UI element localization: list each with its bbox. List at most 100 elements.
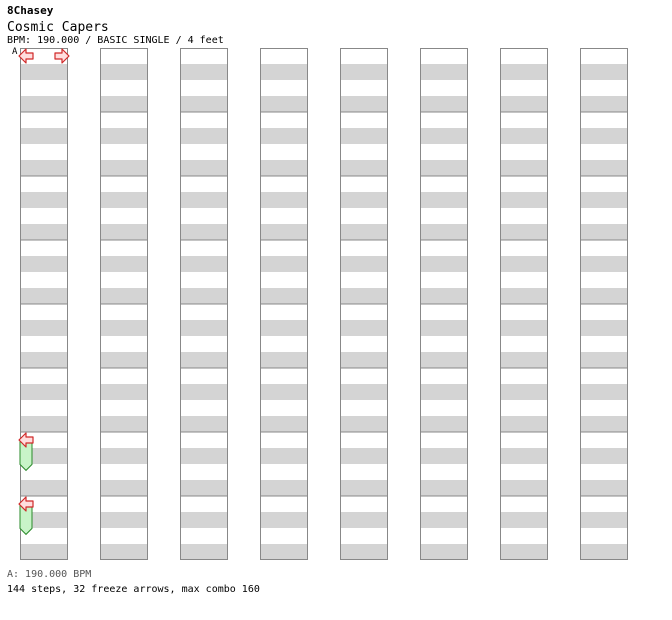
beat-stripe <box>500 160 548 176</box>
beat-stripe <box>580 448 628 464</box>
beat-stripe <box>340 64 388 80</box>
chart-column <box>260 48 308 560</box>
beat-stripe <box>260 64 308 80</box>
beat-stripe <box>260 512 308 528</box>
beat-stripe <box>500 352 548 368</box>
beat-stripe <box>340 192 388 208</box>
beat-stripe <box>260 128 308 144</box>
beat-stripe <box>420 160 468 176</box>
beat-stripe <box>340 544 388 560</box>
beat-stripe <box>580 192 628 208</box>
beat-stripe <box>500 480 548 496</box>
chart-column <box>340 48 388 560</box>
beat-stripe <box>500 416 548 432</box>
beat-stripe <box>20 320 68 336</box>
beat-stripe <box>100 288 148 304</box>
beat-stripe <box>180 352 228 368</box>
beat-stripe <box>580 160 628 176</box>
beat-stripe <box>500 320 548 336</box>
beat-stripe <box>100 320 148 336</box>
step-arrow-left <box>18 432 34 448</box>
beat-stripe <box>420 448 468 464</box>
beat-stripe <box>580 64 628 80</box>
beat-stripe <box>500 448 548 464</box>
beat-stripe <box>100 416 148 432</box>
beat-stripe <box>20 480 68 496</box>
beat-stripe <box>420 352 468 368</box>
beat-stripe <box>180 128 228 144</box>
beat-stripe <box>100 384 148 400</box>
chart-column <box>20 48 68 560</box>
beat-stripe <box>100 512 148 528</box>
beat-stripe <box>580 512 628 528</box>
beat-stripe <box>100 256 148 272</box>
beat-stripe <box>100 352 148 368</box>
beat-stripe <box>580 224 628 240</box>
step-arrow-left <box>18 48 34 64</box>
beat-stripe <box>340 96 388 112</box>
beat-stripe <box>180 480 228 496</box>
beat-stripe <box>260 480 308 496</box>
beat-stripe <box>20 352 68 368</box>
beat-stripe <box>420 64 468 80</box>
step-arrow-left <box>18 496 34 512</box>
beat-stripe <box>340 288 388 304</box>
beat-stripe <box>500 64 548 80</box>
beat-stripe <box>340 384 388 400</box>
beat-stripe <box>500 512 548 528</box>
beat-stripe <box>500 224 548 240</box>
chart-column <box>180 48 228 560</box>
beat-stripe <box>580 96 628 112</box>
beat-stripe <box>420 288 468 304</box>
beat-stripe <box>340 416 388 432</box>
chart-column <box>420 48 468 560</box>
beat-stripe <box>500 192 548 208</box>
beat-stripe <box>580 352 628 368</box>
beat-stripe <box>180 544 228 560</box>
beat-stripe <box>260 192 308 208</box>
chart-summary: 144 steps, 32 freeze arrows, max combo 1… <box>7 584 260 595</box>
beat-stripe <box>100 480 148 496</box>
bpm-legend: A: 190.000 BPM <box>7 569 92 580</box>
beat-stripe <box>20 96 68 112</box>
beat-stripe <box>260 384 308 400</box>
beat-stripe <box>180 320 228 336</box>
beat-stripe <box>340 352 388 368</box>
beat-stripe <box>500 128 548 144</box>
beat-stripe <box>580 128 628 144</box>
beat-stripe <box>180 192 228 208</box>
beat-stripe <box>500 544 548 560</box>
beat-stripe <box>180 96 228 112</box>
beat-stripe <box>180 384 228 400</box>
beat-stripe <box>500 96 548 112</box>
beat-stripe <box>500 256 548 272</box>
beat-stripe <box>500 288 548 304</box>
beat-stripe <box>420 320 468 336</box>
beat-stripe <box>340 448 388 464</box>
beat-stripe <box>580 480 628 496</box>
beat-stripe <box>100 192 148 208</box>
step-arrow-right <box>54 48 70 64</box>
beat-stripe <box>340 160 388 176</box>
beat-stripe <box>20 192 68 208</box>
beat-stripe <box>420 480 468 496</box>
chart-column <box>500 48 548 560</box>
beat-stripe <box>180 512 228 528</box>
beat-stripe <box>20 64 68 80</box>
beat-stripe <box>100 224 148 240</box>
beat-stripe <box>180 256 228 272</box>
beat-stripe <box>100 160 148 176</box>
beat-stripe <box>340 320 388 336</box>
beat-stripe <box>100 128 148 144</box>
beat-stripe <box>260 544 308 560</box>
beat-stripe <box>580 256 628 272</box>
beat-stripe <box>180 288 228 304</box>
beat-stripe <box>420 416 468 432</box>
beat-stripe <box>260 256 308 272</box>
beat-stripe <box>260 352 308 368</box>
beat-stripe <box>20 288 68 304</box>
beat-stripe <box>500 384 548 400</box>
beat-stripe <box>260 288 308 304</box>
beat-stripe <box>180 64 228 80</box>
